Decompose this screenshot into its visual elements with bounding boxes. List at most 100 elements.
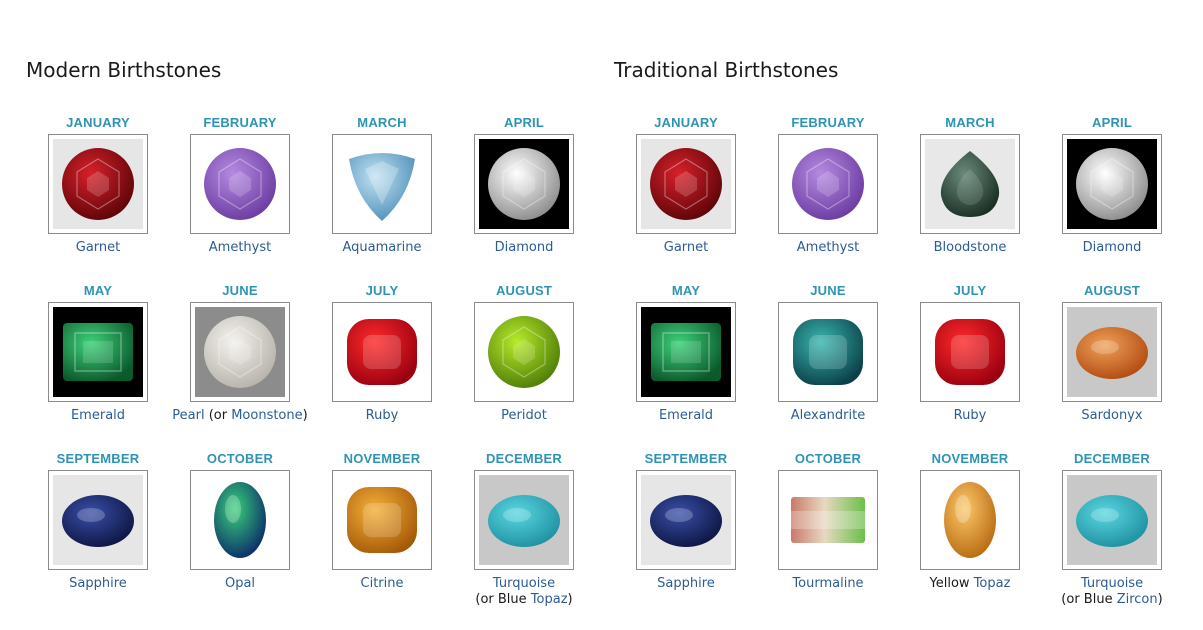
stone-caption: Alexandrite — [791, 408, 865, 424]
birthstone-card: DECEMBER Turquoise (or Blue Zircon) — [1041, 448, 1183, 616]
stone-caption: Emerald — [71, 408, 125, 424]
stone-caption: Sapphire — [69, 576, 127, 592]
stone-name-link[interactable]: Sapphire — [69, 576, 127, 591]
stone-name-link[interactable]: Sardonyx — [1081, 408, 1143, 423]
birthstone-card: OCTOBER Tourmaline — [757, 448, 899, 616]
opal-icon[interactable] — [190, 470, 290, 570]
amethyst-icon[interactable] — [778, 134, 878, 234]
sapphire-icon[interactable] — [48, 470, 148, 570]
garnet-icon[interactable] — [636, 134, 736, 234]
citrine-icon[interactable] — [332, 470, 432, 570]
birthstone-card: FEBRUARY Amethyst — [169, 112, 311, 280]
sapphire-icon[interactable] — [636, 470, 736, 570]
alternative-stone-link[interactable]: Moonstone — [231, 408, 303, 423]
stone-name-link[interactable]: Turquoise — [492, 576, 556, 591]
diamond-icon[interactable] — [474, 134, 574, 234]
pearl-icon[interactable] — [190, 302, 290, 402]
month-label: MARCH — [357, 115, 407, 130]
stone-row: MAY Emerald JUNE — [27, 280, 595, 448]
alternative-stone-link[interactable]: Topaz — [530, 592, 568, 607]
stone-name-link[interactable]: Sapphire — [657, 576, 715, 591]
month-label: NOVEMBER — [343, 451, 421, 466]
bloodstone-icon[interactable] — [920, 134, 1020, 234]
tourmaline-icon[interactable] — [778, 470, 878, 570]
stone-name-link[interactable]: Ruby — [365, 408, 399, 423]
stone-name-link[interactable]: Garnet — [75, 240, 121, 255]
stone-caption: Aquamarine — [343, 240, 422, 256]
stone-row: JANUARY Garnet FEBRUARY — [27, 112, 595, 280]
diamond-icon[interactable] — [1062, 134, 1162, 234]
stone-name-link[interactable]: Tourmaline — [792, 576, 864, 591]
turquoise-icon[interactable] — [1062, 470, 1162, 570]
alexandrite-icon[interactable] — [778, 302, 878, 402]
stone-row: MAY Emerald JUNE — [615, 280, 1183, 448]
stone-caption: Opal — [225, 576, 255, 592]
stone-name-link[interactable]: Amethyst — [208, 240, 272, 255]
stone-name-link[interactable]: Garnet — [663, 240, 709, 255]
amethyst-icon[interactable] — [190, 134, 290, 234]
birthstone-card: AUGUST Peridot — [453, 280, 595, 448]
garnet-icon[interactable] — [48, 134, 148, 234]
modern-grid: JANUARY Garnet FEBRUARY — [27, 112, 595, 616]
emerald-icon[interactable] — [48, 302, 148, 402]
birthstone-card: JUNE Pearl (or Moonstone) — [169, 280, 311, 448]
stone-row: SEPTEMBER Sapphire OCTOBER — [27, 448, 595, 616]
birthstone-card: JUNE Alexandrite — [757, 280, 899, 448]
month-label: MAY — [83, 283, 113, 298]
birthstone-card: APRIL Diamond — [453, 112, 595, 280]
birthstone-card: SEPTEMBER Sapphire — [27, 448, 169, 616]
emerald-icon[interactable] — [636, 302, 736, 402]
stone-name-link[interactable]: Aquamarine — [342, 240, 422, 255]
month-label: JUNE — [222, 283, 258, 298]
month-label: JULY — [365, 283, 399, 298]
stone-name-link[interactable]: Citrine — [360, 576, 404, 591]
stone-caption: Turquoise (or Blue Topaz) — [475, 576, 572, 608]
month-label: DECEMBER — [1074, 451, 1150, 466]
birthstone-card: MAY Emerald — [27, 280, 169, 448]
stone-name-link[interactable]: Alexandrite — [790, 408, 866, 423]
birthstone-card: NOVEMBER Yellow Topaz — [899, 448, 1041, 616]
month-label: JULY — [953, 283, 987, 298]
month-label: APRIL — [504, 115, 544, 130]
stone-caption: Emerald — [659, 408, 713, 424]
month-label: SEPTEMBER — [56, 451, 140, 466]
stone-name-link[interactable]: Opal — [224, 576, 256, 591]
turquoise-icon[interactable] — [474, 470, 574, 570]
peridot-icon[interactable] — [474, 302, 574, 402]
stone-name-link[interactable]: Diamond — [1082, 240, 1142, 255]
stone-caption: Diamond — [1083, 240, 1142, 256]
birthstone-card: JULY Ruby — [311, 280, 453, 448]
aquamarine-icon[interactable] — [332, 134, 432, 234]
month-label: JANUARY — [66, 115, 130, 130]
ruby-icon[interactable] — [332, 302, 432, 402]
birthstone-card: OCTOBER Opal — [169, 448, 311, 616]
month-label: FEBRUARY — [791, 115, 865, 130]
stone-name-link[interactable]: Emerald — [658, 408, 714, 423]
stone-name-link[interactable]: Emerald — [70, 408, 126, 423]
stone-name-link[interactable]: Pearl — [172, 408, 205, 423]
alternative-prefix: (or Blue — [1061, 592, 1117, 607]
stone-name-link[interactable]: Topaz — [973, 576, 1011, 591]
ruby-icon[interactable] — [920, 302, 1020, 402]
birthstone-card: MARCH Aquamarine — [311, 112, 453, 280]
modern-title: Modern Birthstones — [26, 58, 222, 82]
stone-name-link[interactable]: Bloodstone — [933, 240, 1007, 255]
sardonyx-icon[interactable] — [1062, 302, 1162, 402]
alternative-stone-link[interactable]: Zircon — [1116, 592, 1158, 607]
stone-name-link[interactable]: Amethyst — [796, 240, 860, 255]
birthstone-card: DECEMBER Turquoise (or Blue Topaz) — [453, 448, 595, 616]
birthstone-card: AUGUST Sardonyx — [1041, 280, 1183, 448]
stone-caption: Garnet — [76, 240, 121, 256]
month-label: JANUARY — [654, 115, 718, 130]
stone-name-link[interactable]: Diamond — [494, 240, 554, 255]
topaz-icon[interactable] — [920, 470, 1020, 570]
traditional-section: Traditional Birthstones JANUARY Garnet FE… — [588, 0, 1168, 630]
birthstone-card: JANUARY Garnet — [615, 112, 757, 280]
stone-name-link[interactable]: Ruby — [953, 408, 987, 423]
stone-name-link[interactable]: Turquoise — [1080, 576, 1144, 591]
stone-caption: Garnet — [664, 240, 709, 256]
stone-caption: Peridot — [501, 408, 547, 424]
alternative-prefix: (or — [204, 408, 232, 423]
month-label: OCTOBER — [794, 451, 862, 466]
stone-name-link[interactable]: Peridot — [501, 408, 547, 423]
